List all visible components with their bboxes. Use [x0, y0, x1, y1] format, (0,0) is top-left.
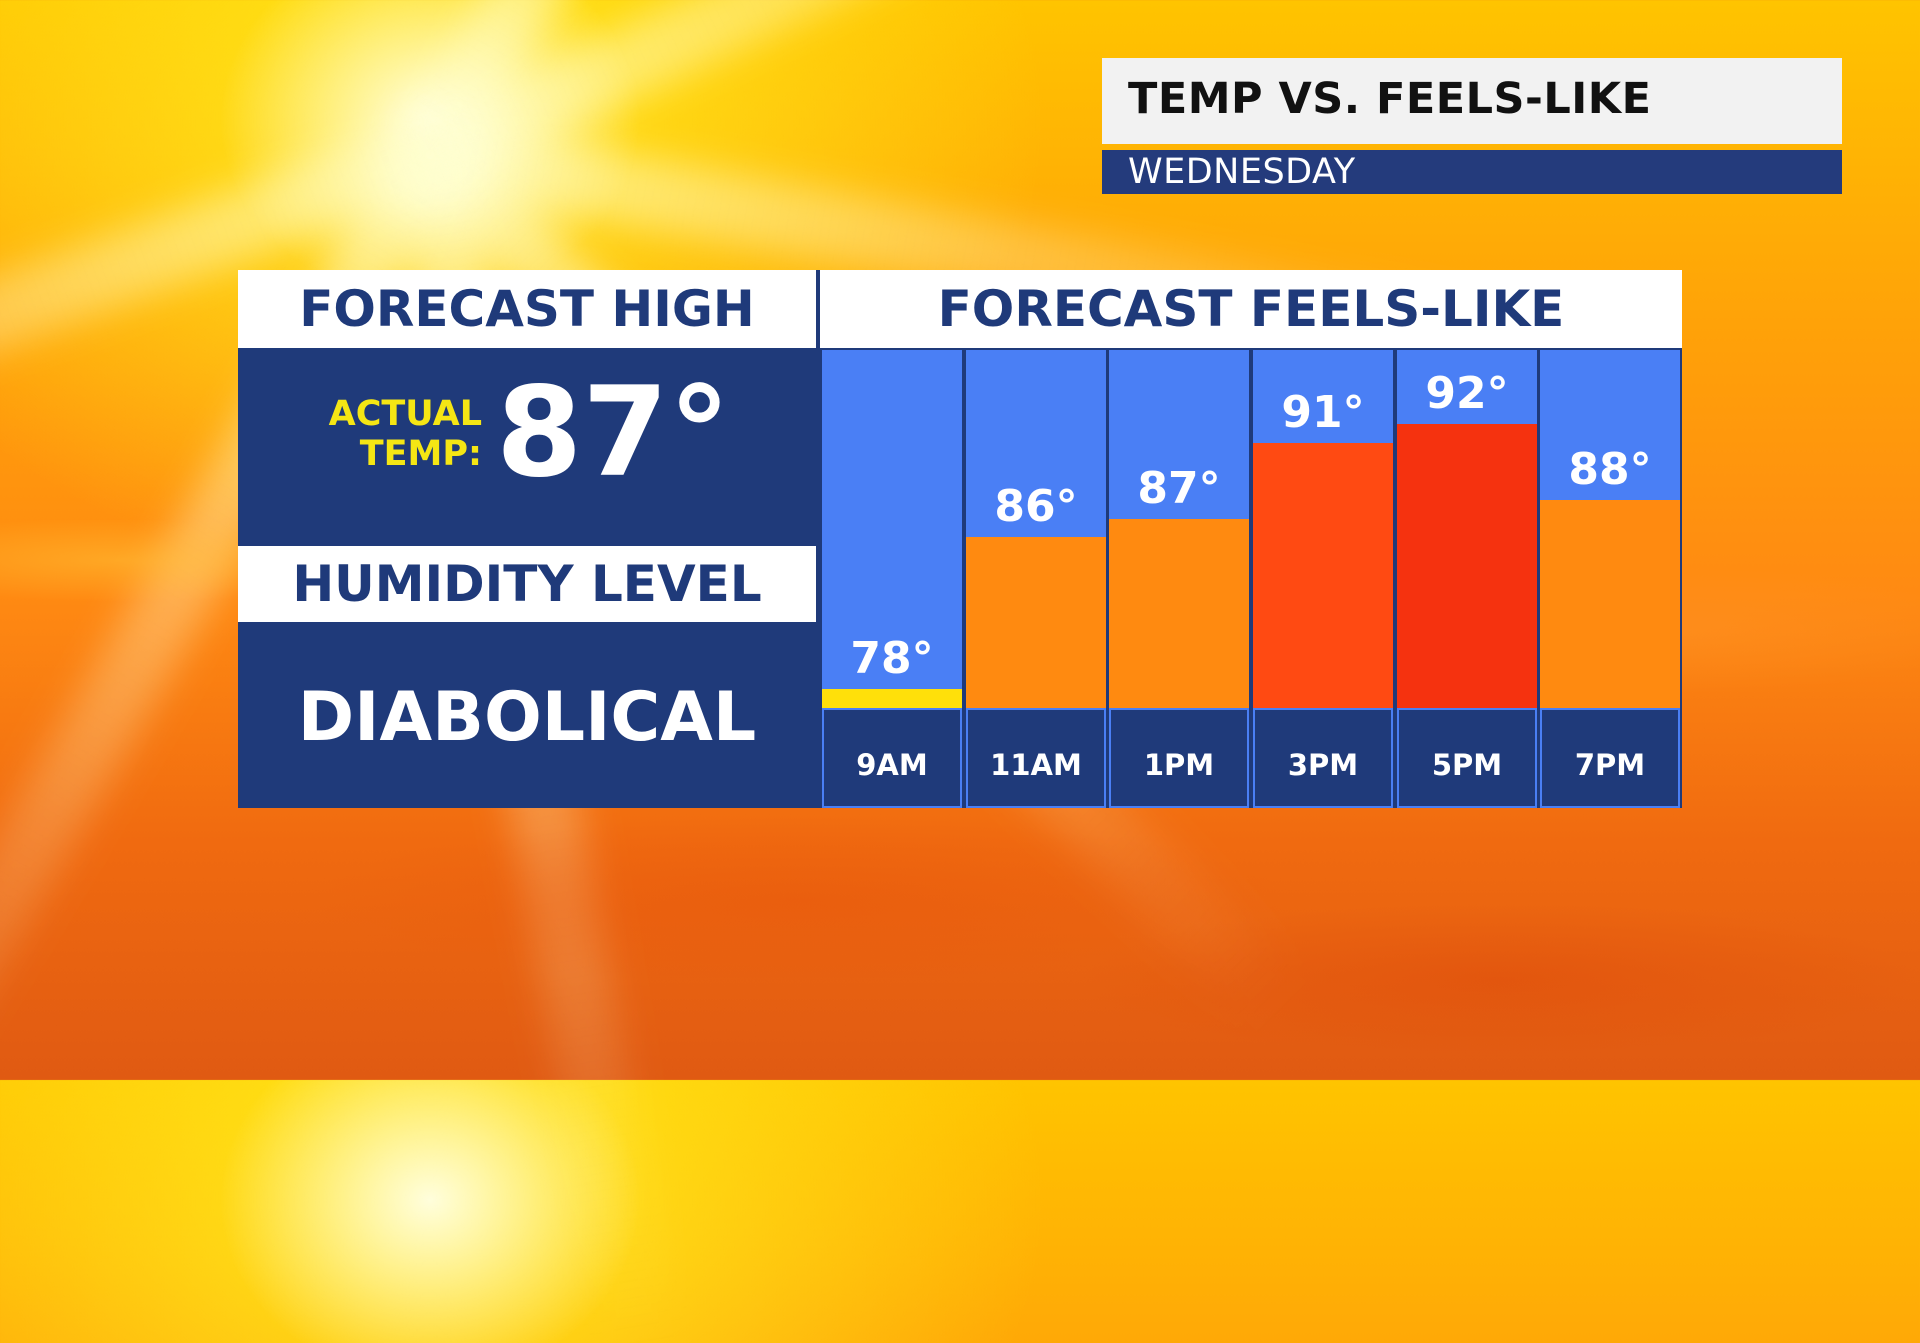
- actual-label-line2: TEMP:: [359, 434, 482, 474]
- time-label: 3PM: [1253, 708, 1393, 808]
- bar-value-label: 88°: [1568, 443, 1652, 495]
- bar-value-label: 78°: [850, 633, 934, 685]
- time-label: 11AM: [966, 708, 1106, 808]
- bar-9am: [822, 689, 962, 708]
- bar-1pm: [1109, 518, 1249, 708]
- time-label: 5PM: [1397, 708, 1537, 808]
- time-label: 7PM: [1540, 708, 1680, 808]
- bar-11am: [966, 537, 1106, 708]
- title-box: TEMP VS. FEELS-LIKE: [1102, 58, 1842, 144]
- column-background: [822, 350, 962, 708]
- bar-value-label: 86°: [994, 481, 1078, 533]
- time-label: 9AM: [822, 708, 962, 808]
- humidity-value: DIABOLICAL: [297, 678, 757, 757]
- chart-title: TEMP VS. FEELS-LIKE: [1128, 74, 1652, 124]
- actual-temp-value: 87°: [496, 361, 731, 505]
- forecast-high-panel: [238, 348, 816, 546]
- subtitle-box: WEDNESDAY: [1102, 150, 1842, 194]
- humidity-panel: [238, 622, 816, 808]
- bar-value-label: 92°: [1425, 367, 1509, 419]
- panel-divider: [816, 270, 820, 808]
- time-label: 1PM: [1109, 708, 1249, 808]
- humidity-header: HUMIDITY LEVEL: [238, 546, 816, 622]
- actual-temp-label: ACTUAL TEMP:: [326, 394, 482, 474]
- actual-label-line1: ACTUAL: [328, 394, 482, 434]
- chart-subtitle: WEDNESDAY: [1128, 152, 1356, 192]
- bar-7pm: [1540, 499, 1680, 708]
- bar-5pm: [1397, 423, 1537, 708]
- bar-value-label: 91°: [1281, 386, 1365, 438]
- bar-3pm: [1253, 442, 1393, 708]
- bar-value-label: 87°: [1137, 462, 1221, 514]
- feels-like-chart: 78° 9AM 86° 11AM 87° 1PM 91° 3PM 92° 5PM 88° 7PM: [820, 348, 1682, 808]
- feels-like-header: FORECAST FEELS-LIKE: [820, 270, 1682, 348]
- forecast-high-header: FORECAST HIGH: [238, 270, 816, 348]
